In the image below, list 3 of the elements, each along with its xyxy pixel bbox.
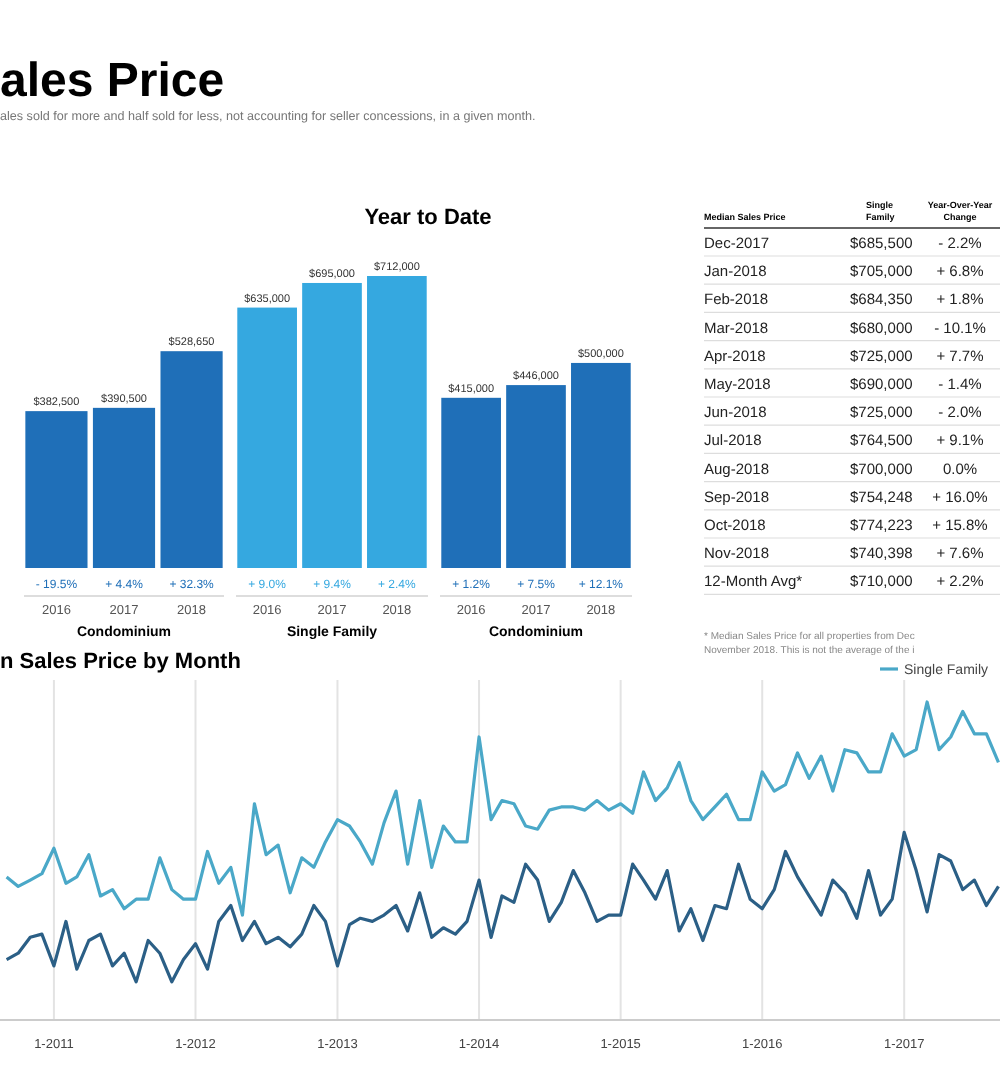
chart-title: n Sales Price by Month	[0, 650, 242, 674]
chart-title: Year to Date	[364, 206, 492, 230]
chart-title: ales Price	[0, 54, 225, 108]
